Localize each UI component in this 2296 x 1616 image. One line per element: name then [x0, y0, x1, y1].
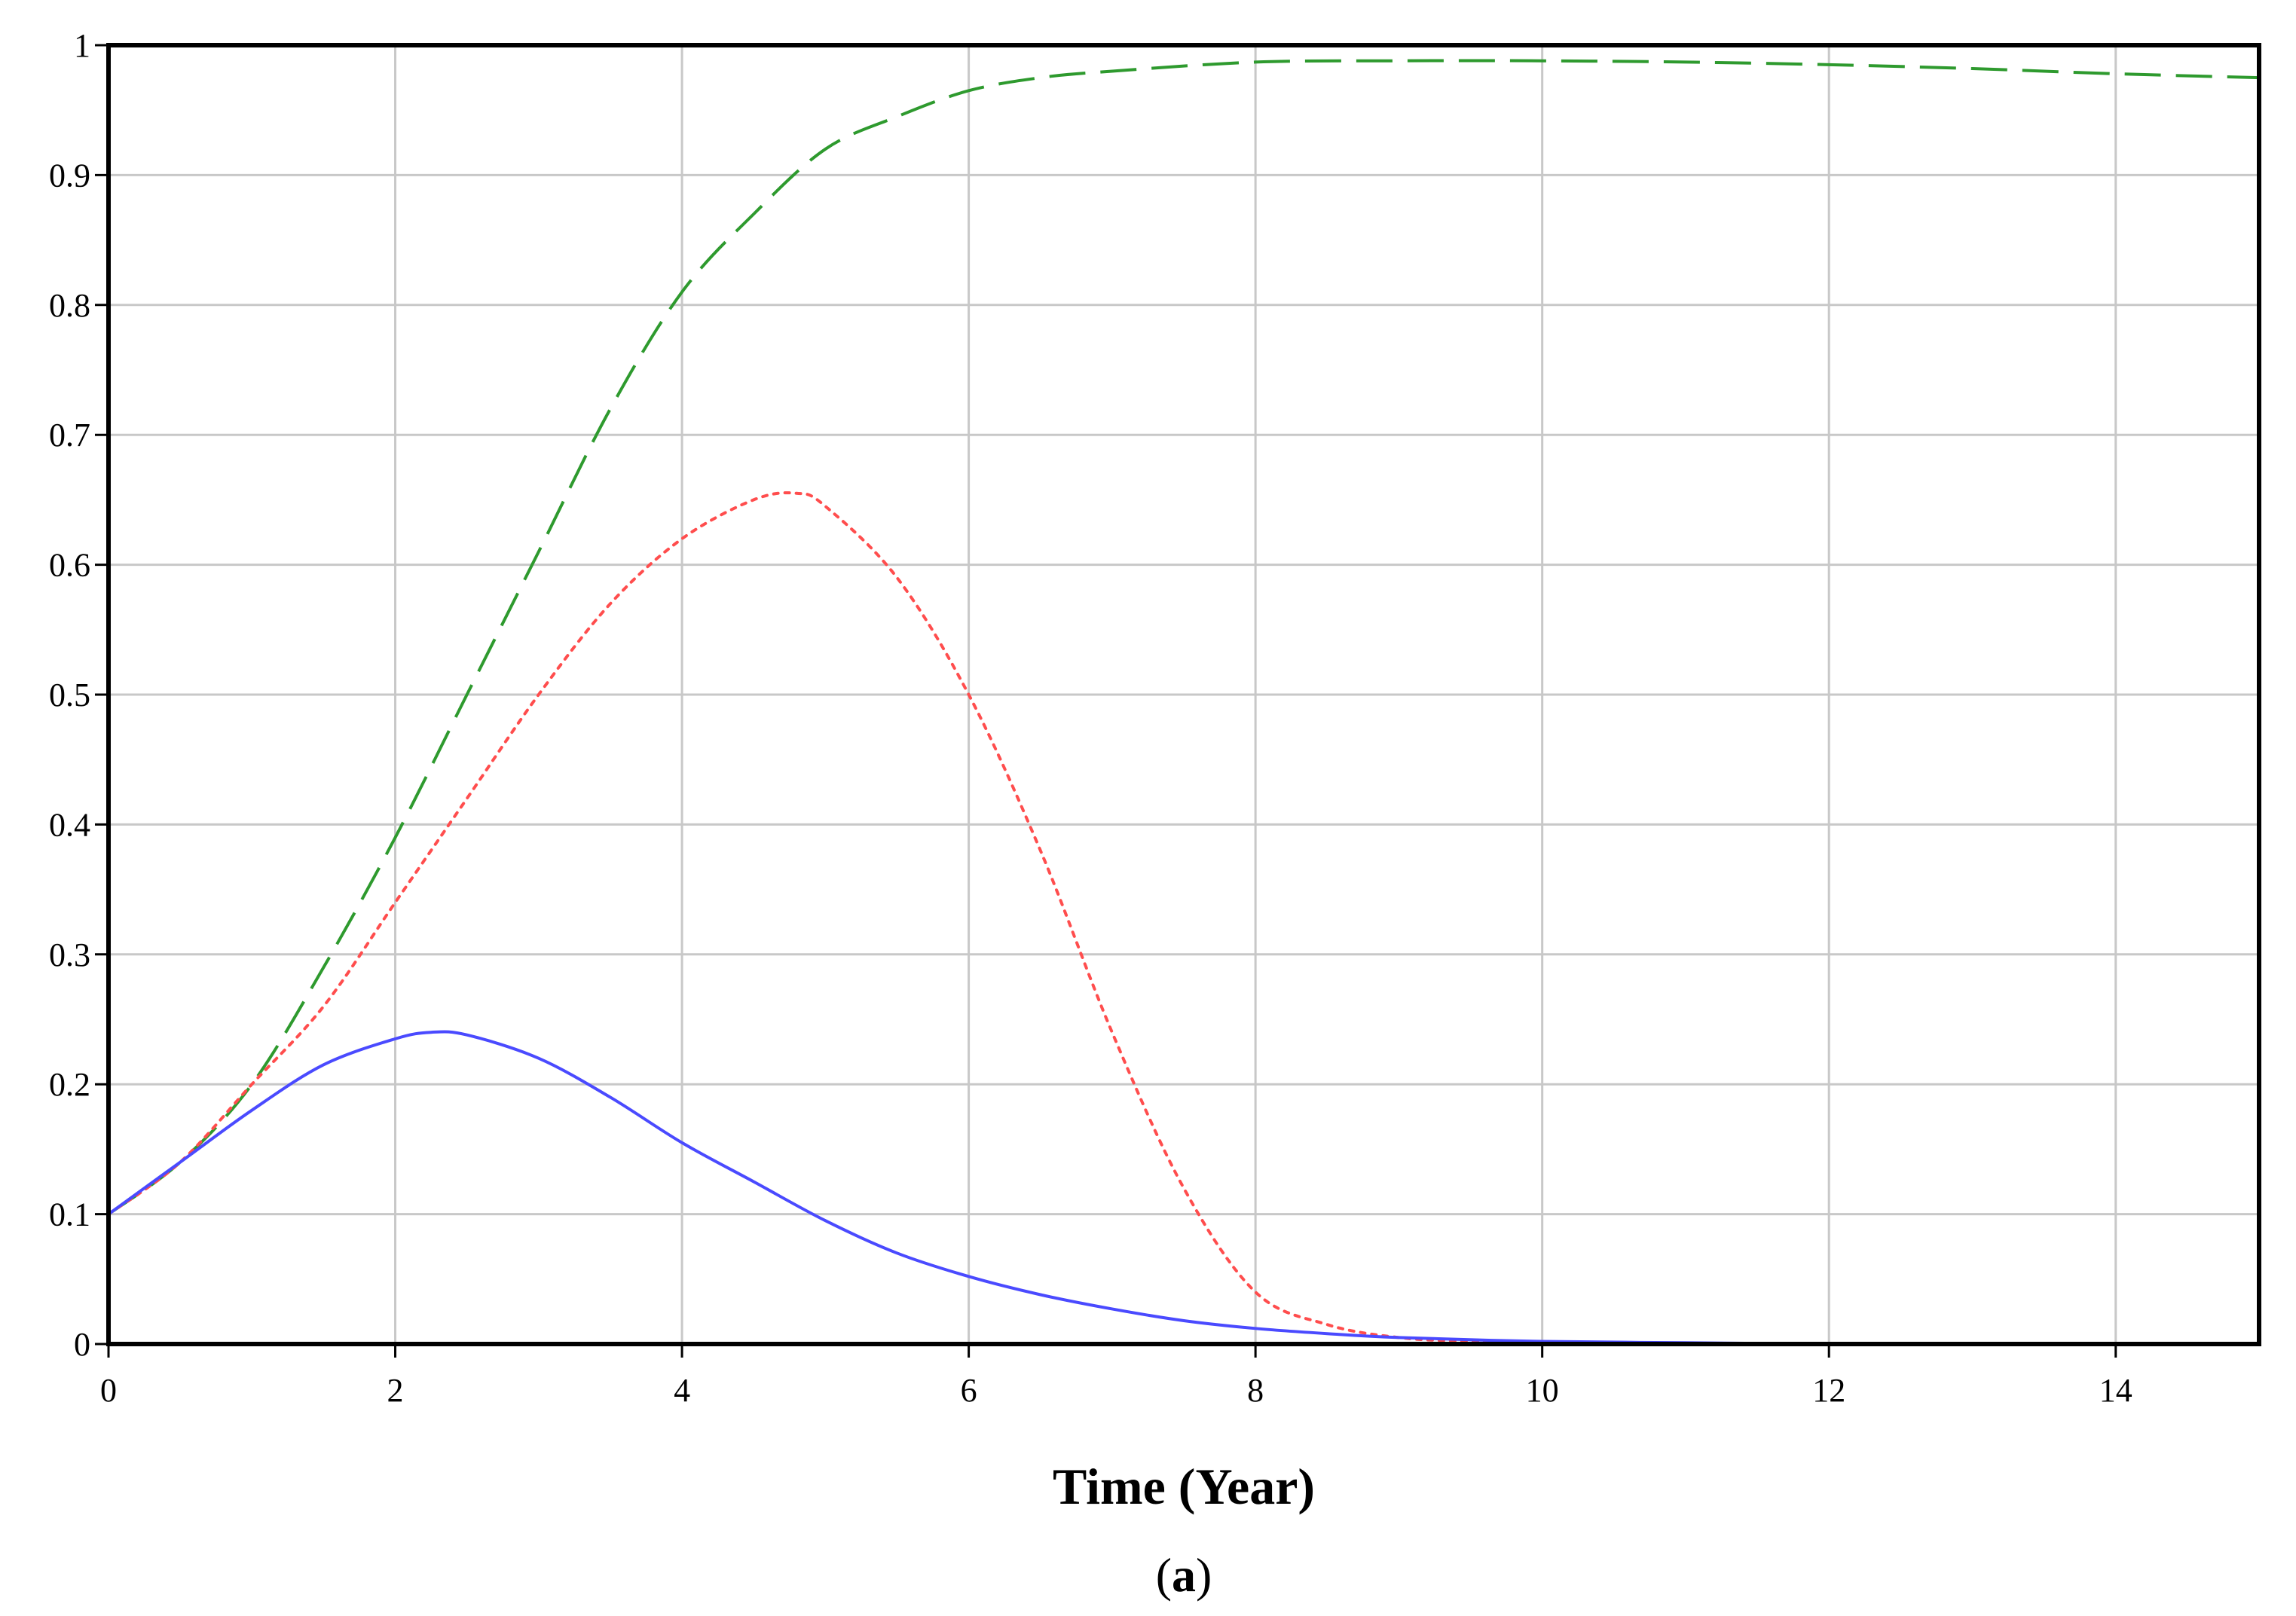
- x-tick-label: 10: [1526, 1372, 1559, 1409]
- x-tick-label: 8: [1247, 1372, 1264, 1409]
- panel-label-open: (: [1156, 1548, 1172, 1602]
- x-axis-ticks: 0 2 4 6 8 10 12 14: [100, 1344, 2132, 1409]
- x-tick-label: 12: [1812, 1372, 1845, 1409]
- x-tick-label: 2: [387, 1372, 404, 1409]
- series-lines: [107, 59, 2261, 1346]
- series-line-dashed: [107, 59, 2260, 1216]
- y-tick-label: 0.8: [49, 287, 90, 324]
- y-tick-label: 0: [74, 1326, 90, 1363]
- x-axis-title: Time (Year): [1053, 1458, 1315, 1515]
- series-line-dotted: [107, 491, 2261, 1346]
- series-line-solid: [107, 1030, 2259, 1346]
- y-tick-label: 0.7: [49, 417, 90, 454]
- x-tick-label: 4: [674, 1372, 690, 1409]
- x-tick-label: 14: [2099, 1372, 2132, 1409]
- x-tick-label: 6: [961, 1372, 977, 1409]
- y-axis-ticks: 0 0.1 0.2 0.3 0.4 0.5 0.6 0.7 0.8 0.9 1: [49, 27, 109, 1363]
- y-tick-label: 0.1: [49, 1196, 90, 1233]
- grid: [109, 45, 2259, 1344]
- x-tick-label: 0: [100, 1372, 117, 1409]
- y-tick-label: 0.5: [49, 677, 90, 713]
- y-tick-label: 0.4: [49, 806, 90, 843]
- y-tick-label: 0.3: [49, 936, 90, 973]
- y-tick-label: 1: [74, 27, 90, 64]
- panel-label: (a): [1156, 1548, 1212, 1602]
- y-tick-label: 0.9: [49, 157, 90, 194]
- panel-label-letter: a: [1172, 1548, 1196, 1602]
- panel-label-close: ): [1196, 1548, 1212, 1602]
- y-tick-label: 0.2: [49, 1066, 90, 1103]
- y-tick-label: 0.6: [49, 547, 90, 584]
